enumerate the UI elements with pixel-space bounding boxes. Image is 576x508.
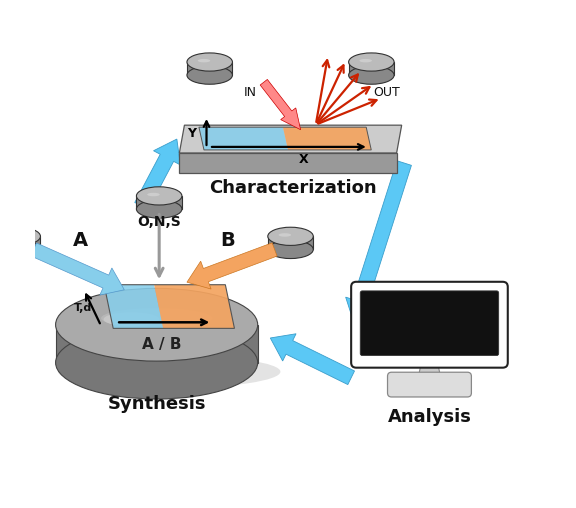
Ellipse shape bbox=[56, 326, 257, 399]
Ellipse shape bbox=[137, 187, 182, 205]
Polygon shape bbox=[199, 127, 288, 150]
Ellipse shape bbox=[0, 240, 40, 259]
FancyBboxPatch shape bbox=[388, 372, 471, 397]
Polygon shape bbox=[283, 127, 372, 150]
Text: X: X bbox=[298, 152, 308, 166]
Ellipse shape bbox=[6, 233, 18, 237]
Polygon shape bbox=[268, 236, 313, 249]
Polygon shape bbox=[179, 125, 401, 153]
FancyBboxPatch shape bbox=[360, 291, 499, 356]
Text: B: B bbox=[220, 231, 235, 250]
Ellipse shape bbox=[268, 227, 313, 245]
Ellipse shape bbox=[137, 200, 182, 218]
FancyArrow shape bbox=[135, 139, 180, 209]
Ellipse shape bbox=[187, 53, 233, 71]
Ellipse shape bbox=[198, 59, 210, 62]
FancyArrow shape bbox=[187, 243, 277, 289]
Polygon shape bbox=[187, 62, 233, 75]
FancyArrow shape bbox=[346, 161, 411, 322]
Polygon shape bbox=[418, 363, 441, 377]
Text: Characterization: Characterization bbox=[209, 179, 377, 197]
Polygon shape bbox=[348, 62, 394, 75]
Ellipse shape bbox=[104, 312, 159, 326]
Text: A / B: A / B bbox=[142, 337, 181, 352]
Ellipse shape bbox=[348, 66, 394, 84]
Text: Y: Y bbox=[187, 127, 196, 140]
Text: T,d: T,d bbox=[74, 303, 92, 313]
Text: O,N,S: O,N,S bbox=[137, 215, 181, 229]
Ellipse shape bbox=[58, 356, 281, 388]
FancyArrow shape bbox=[31, 243, 124, 295]
Ellipse shape bbox=[268, 240, 313, 259]
Polygon shape bbox=[104, 284, 163, 328]
Polygon shape bbox=[137, 196, 182, 209]
Text: IN: IN bbox=[244, 86, 257, 99]
Text: Synthesis: Synthesis bbox=[107, 395, 206, 414]
Ellipse shape bbox=[348, 53, 394, 71]
Text: A: A bbox=[73, 231, 88, 250]
FancyArrow shape bbox=[260, 79, 301, 130]
Ellipse shape bbox=[359, 59, 372, 62]
Text: Analysis: Analysis bbox=[388, 408, 471, 426]
Ellipse shape bbox=[56, 289, 257, 361]
Polygon shape bbox=[0, 236, 40, 249]
FancyArrow shape bbox=[270, 334, 354, 385]
Ellipse shape bbox=[147, 193, 160, 196]
Polygon shape bbox=[179, 153, 397, 173]
Ellipse shape bbox=[101, 308, 212, 328]
Polygon shape bbox=[154, 284, 234, 328]
Text: OUT: OUT bbox=[373, 86, 400, 99]
FancyBboxPatch shape bbox=[351, 282, 508, 368]
Ellipse shape bbox=[187, 66, 233, 84]
Polygon shape bbox=[56, 325, 257, 363]
Ellipse shape bbox=[0, 227, 40, 245]
Ellipse shape bbox=[279, 233, 291, 237]
